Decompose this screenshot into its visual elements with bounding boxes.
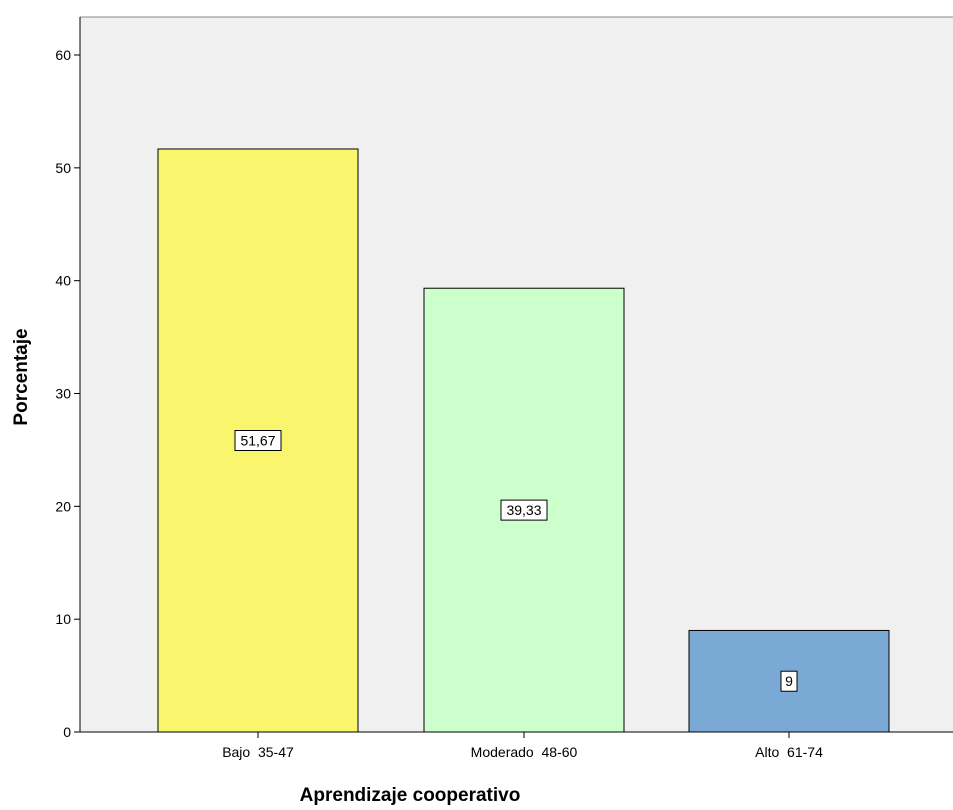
y-tick-label: 60 bbox=[55, 47, 71, 63]
y-tick-label: 0 bbox=[63, 724, 71, 740]
y-axis-ticks: 0 10 20 30 40 50 60 bbox=[55, 47, 80, 740]
x-tick-label: Alto 61-74 bbox=[755, 744, 823, 760]
x-axis-title: Aprendizaje cooperativo bbox=[300, 785, 521, 806]
y-tick-label: 50 bbox=[55, 160, 71, 176]
y-tick-label: 20 bbox=[55, 498, 71, 514]
data-label: 9 bbox=[785, 673, 793, 689]
x-tick-label: Moderado 48-60 bbox=[471, 744, 578, 760]
x-tick-label: Bajo 35-47 bbox=[222, 744, 294, 760]
y-tick-label: 10 bbox=[55, 611, 71, 627]
data-label-box bbox=[780, 670, 798, 692]
data-label: 39,33 bbox=[506, 502, 541, 518]
y-tick-label: 30 bbox=[55, 386, 71, 402]
data-label-box bbox=[500, 499, 548, 521]
y-axis-title: Porcentaje bbox=[11, 328, 32, 425]
data-label-box bbox=[234, 429, 282, 451]
bars: 51,67 39,33 9 bbox=[157, 148, 890, 733]
y-tick-label: 40 bbox=[55, 273, 71, 289]
x-axis-ticks: Bajo 35-47 Moderado 48-60 Alto 61-74 bbox=[222, 732, 823, 760]
data-label: 51,67 bbox=[240, 432, 275, 448]
